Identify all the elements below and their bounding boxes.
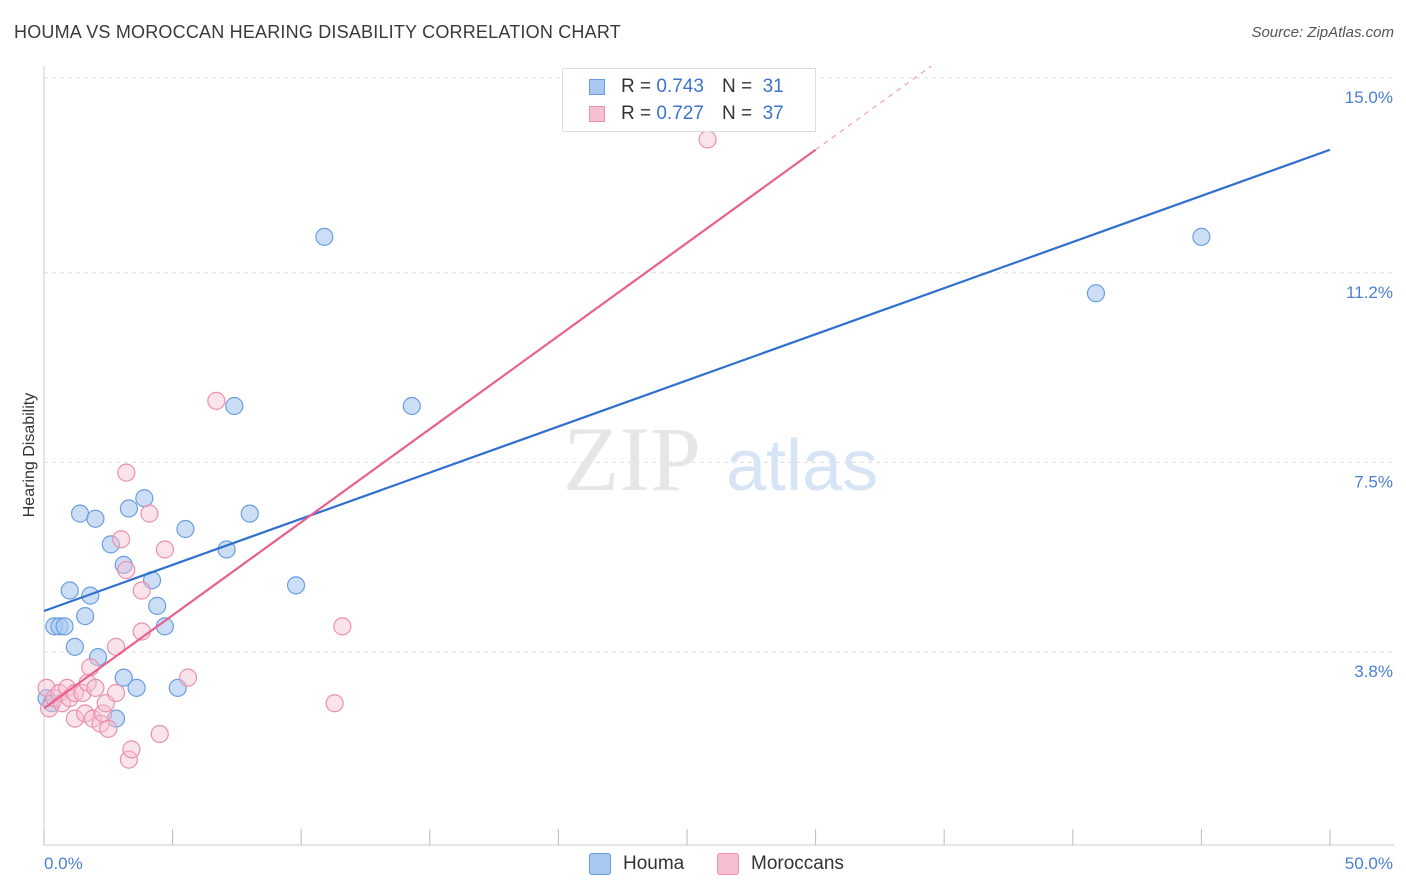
houma-point: [114, 668, 133, 687]
y-tick-label: 15.0%: [1345, 88, 1393, 107]
houma-point: [76, 607, 95, 626]
moroccan-point: [333, 617, 352, 636]
moroccan-trend-extension: [815, 65, 932, 151]
houma-point: [114, 555, 133, 574]
watermark-zip: ZIP: [563, 408, 701, 510]
houma-point: [101, 535, 120, 554]
houma-point: [60, 581, 79, 600]
moroccan-point: [86, 678, 105, 697]
y-tick-label: 11.2%: [1346, 283, 1393, 302]
moroccan-point: [207, 391, 226, 410]
gridlines: [44, 77, 1394, 653]
houma-point: [176, 519, 195, 539]
source-label: Source: ZipAtlas.com: [1251, 24, 1394, 41]
moroccan-point: [65, 709, 84, 728]
legend: R = 0.743 N = 31 R = 0.727 N = 37: [562, 68, 816, 132]
legend-n-value: 37: [762, 103, 784, 124]
houma-point: [119, 499, 138, 518]
moroccan-point: [325, 694, 344, 713]
legend-row-houma: R = 0.743 N = 31: [589, 75, 784, 99]
bottom-legend-houma: Houma: [589, 852, 684, 876]
moroccan-point: [155, 540, 174, 559]
moroccan-point: [698, 130, 717, 149]
moroccan-point: [140, 504, 159, 523]
moroccans-swatch: [589, 106, 605, 122]
houma-point: [127, 678, 146, 697]
houma-point: [81, 586, 100, 605]
legend-r-label: R =: [621, 76, 652, 97]
moroccan-point: [81, 658, 100, 677]
houma-point: [1192, 227, 1211, 246]
chart-title: HOUMA VS MOROCCAN HEARING DISABILITY COR…: [14, 22, 621, 42]
legend-n-label: N =: [721, 103, 753, 124]
moroccan-point: [122, 740, 141, 759]
moroccan-point: [150, 724, 169, 744]
houma-point: [86, 509, 105, 528]
moroccan-point: [99, 719, 118, 738]
y-tick-label: 7.5%: [1354, 472, 1393, 491]
moroccan-trend-line: [43, 148, 817, 710]
moroccan-point: [178, 668, 198, 687]
legend-r-label: R =: [621, 103, 652, 124]
houma-trend-line: [43, 148, 1331, 613]
moroccan-point: [117, 560, 136, 580]
x-tick-label: 0.0%: [44, 854, 83, 873]
bottom-legend-moroccans: Moroccans: [717, 852, 844, 876]
houma-point: [65, 637, 84, 656]
houma-point: [55, 617, 74, 636]
houma-point: [88, 648, 108, 667]
watermark: ZIP atlas: [563, 408, 878, 510]
houma-point: [148, 596, 167, 615]
x-tick-label: 50.0%: [1345, 854, 1393, 873]
houma-swatch: [589, 79, 605, 95]
moroccan-point: [106, 683, 126, 703]
moroccans-legend-label: Moroccans: [751, 853, 844, 874]
legend-r-value: 0.743: [656, 76, 704, 97]
houma-point: [225, 396, 244, 416]
legend-n-value: 31: [762, 76, 784, 97]
houma-point: [135, 489, 154, 508]
moroccans-legend-swatch: [717, 853, 739, 875]
tick-labels: 3.8% 7.5% 11.2% 15.0% 0.0% 50.0%: [44, 88, 1393, 873]
watermark-atlas: atlas: [726, 426, 878, 506]
houma-point: [286, 576, 306, 595]
houma-point: [315, 227, 334, 246]
y-axis-label: Hearing Disability: [21, 393, 38, 518]
houma-point: [240, 504, 259, 523]
moroccan-point: [117, 463, 136, 482]
moroccan-point: [132, 581, 151, 600]
houma-point: [1086, 284, 1106, 303]
houma-point: [70, 504, 90, 523]
houma-legend-swatch: [589, 853, 611, 875]
y-tick-label: 3.8%: [1354, 662, 1393, 681]
legend-n-label: N =: [721, 76, 753, 97]
houma-point: [402, 396, 421, 416]
legend-r-value: 0.727: [656, 103, 704, 124]
trend-lines: [43, 65, 1331, 710]
legend-row-moroccans: R = 0.727 N = 37: [589, 102, 784, 126]
axes: [43, 66, 1394, 846]
houma-legend-label: Houma: [623, 853, 685, 874]
moroccan-point: [112, 530, 131, 549]
